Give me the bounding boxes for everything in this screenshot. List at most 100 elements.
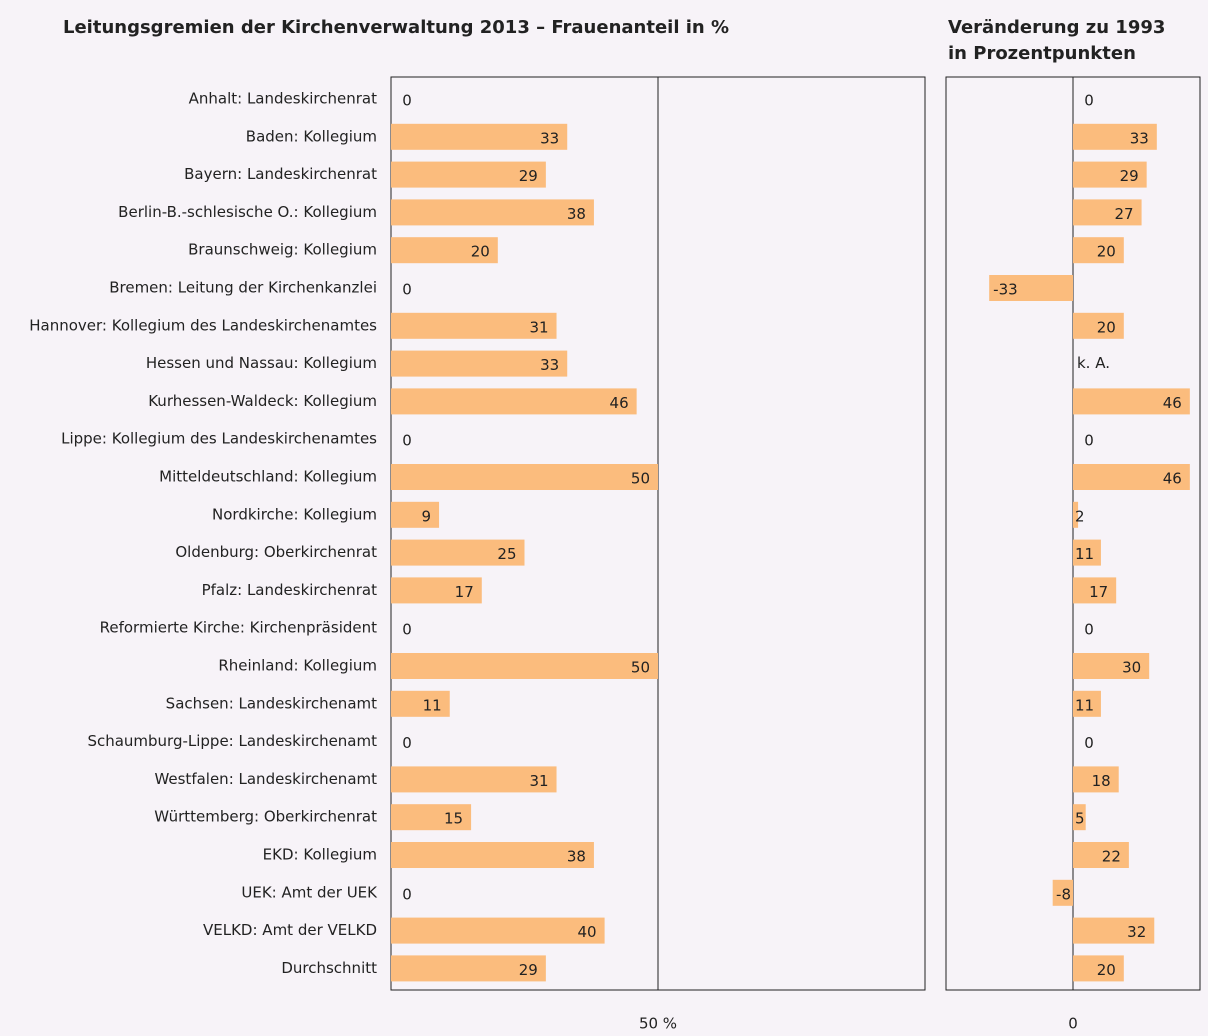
y-tick-label: Berlin-B.-schlesische O.: Kollegium xyxy=(118,203,377,221)
value-label: 33 xyxy=(1130,129,1149,147)
value-label: 50 xyxy=(631,470,650,488)
y-tick-label: Bayern: Landeskirchenrat xyxy=(184,165,377,183)
value-label: 0 xyxy=(1084,92,1094,110)
value-label: 46 xyxy=(1163,470,1182,488)
bar xyxy=(391,237,498,264)
y-tick-label: Anhalt: Landeskirchenrat xyxy=(189,90,377,108)
value-label: 50 xyxy=(631,659,650,677)
value-label: 46 xyxy=(1163,394,1182,412)
value-label: 31 xyxy=(529,318,548,336)
value-label: 20 xyxy=(1097,961,1116,979)
y-tick-label: Sachsen: Landeskirchenamt xyxy=(166,694,377,712)
y-tick-label: VELKD: Amt der VELKD xyxy=(203,921,377,939)
value-label: -8 xyxy=(1056,885,1071,903)
bar xyxy=(1073,690,1101,717)
value-label: 22 xyxy=(1102,848,1121,866)
value-label: 46 xyxy=(610,394,629,412)
value-label: 0 xyxy=(402,432,412,450)
value-label: 18 xyxy=(1092,772,1111,790)
bar xyxy=(391,955,546,982)
value-label: 20 xyxy=(1097,243,1116,261)
value-label: 17 xyxy=(1089,583,1108,601)
value-label: 15 xyxy=(444,810,463,828)
value-label: 11 xyxy=(1075,545,1094,563)
bar xyxy=(1073,804,1086,831)
y-tick-label: Pfalz: Landeskirchenrat xyxy=(202,581,378,599)
bar xyxy=(1052,879,1073,906)
value-label: 30 xyxy=(1122,659,1141,677)
value-label: 33 xyxy=(540,129,559,147)
value-label: 20 xyxy=(471,243,490,261)
value-label: 29 xyxy=(519,167,538,185)
y-tick-label: Hannover: Kollegium des Landeskirchenamt… xyxy=(29,316,377,334)
bar xyxy=(391,804,472,831)
bar xyxy=(1073,123,1157,150)
value-label: 0 xyxy=(1084,621,1094,639)
value-label: k. A. xyxy=(1077,354,1110,372)
chart-title: Leitungsgremien der Kirchenverwaltung 20… xyxy=(63,17,729,38)
bar xyxy=(1073,161,1147,188)
value-label: 0 xyxy=(402,92,412,110)
value-label: 38 xyxy=(567,848,586,866)
value-label: 40 xyxy=(578,923,597,941)
bar xyxy=(391,842,594,868)
value-label: 0 xyxy=(402,621,412,639)
y-tick-label: Kurhessen-Waldeck: Kollegium xyxy=(148,392,377,410)
value-label: 29 xyxy=(1120,167,1139,185)
x-tick-label: 0 xyxy=(1068,1015,1078,1033)
value-label: 27 xyxy=(1114,205,1133,223)
value-label: 11 xyxy=(1075,696,1094,714)
bar xyxy=(1073,237,1124,264)
y-tick-label: Bremen: Leitung der Kirchenkanzlei xyxy=(109,279,377,297)
bar xyxy=(391,161,546,188)
y-tick-label: Braunschweig: Kollegium xyxy=(188,241,377,259)
value-label: 33 xyxy=(540,356,559,374)
bar xyxy=(391,199,594,226)
bar xyxy=(1073,955,1124,982)
value-label: 0 xyxy=(1084,432,1094,450)
bar xyxy=(391,539,525,566)
value-label: 25 xyxy=(497,545,516,563)
x-tick-label: 50 % xyxy=(639,1015,677,1033)
value-label: 38 xyxy=(567,205,586,223)
bar xyxy=(1073,766,1119,793)
y-tick-label: EKD: Kollegium xyxy=(263,846,377,864)
bar xyxy=(391,123,568,150)
bar xyxy=(391,388,637,415)
value-label: -33 xyxy=(993,281,1018,299)
value-label: 17 xyxy=(455,583,474,601)
bar xyxy=(1073,917,1155,944)
y-tick-label: Baden: Kollegium xyxy=(246,127,377,145)
bar xyxy=(1073,199,1142,226)
bar xyxy=(1073,312,1124,339)
y-tick-label: Hessen und Nassau: Kollegium xyxy=(146,354,377,372)
y-tick-label: Lippe: Kollegium des Landeskirchenamtes xyxy=(61,430,377,448)
bar xyxy=(391,653,658,679)
value-label: 0 xyxy=(402,885,412,903)
y-tick-label: Durchschnitt xyxy=(281,959,377,977)
value-label: 0 xyxy=(1084,734,1094,752)
bar xyxy=(391,501,440,528)
bar xyxy=(1073,464,1190,490)
y-tick-label: Nordkirche: Kollegium xyxy=(212,505,377,523)
bar xyxy=(1073,388,1190,415)
y-tick-label: Oldenburg: Oberkirchenrat xyxy=(175,543,377,561)
bar xyxy=(391,464,658,490)
bar xyxy=(1073,842,1129,868)
y-tick-label: Schaumburg-Lippe: Landeskirchenamt xyxy=(87,732,377,750)
value-label: 5 xyxy=(1075,810,1085,828)
y-tick-label: Reformierte Kirche: Kirchenpräsident xyxy=(100,619,377,637)
bar xyxy=(1073,539,1101,566)
value-label: 31 xyxy=(529,772,548,790)
value-label: 32 xyxy=(1127,923,1146,941)
bar xyxy=(391,690,450,717)
bar xyxy=(391,917,605,944)
y-tick-label: UEK: Amt der UEK xyxy=(241,883,378,901)
value-label: 2 xyxy=(1075,507,1085,525)
bar xyxy=(1073,653,1150,679)
value-label: 0 xyxy=(402,281,412,299)
value-label: 9 xyxy=(422,507,432,525)
y-tick-label: Württemberg: Oberkirchenrat xyxy=(154,808,377,826)
bar xyxy=(391,350,568,377)
